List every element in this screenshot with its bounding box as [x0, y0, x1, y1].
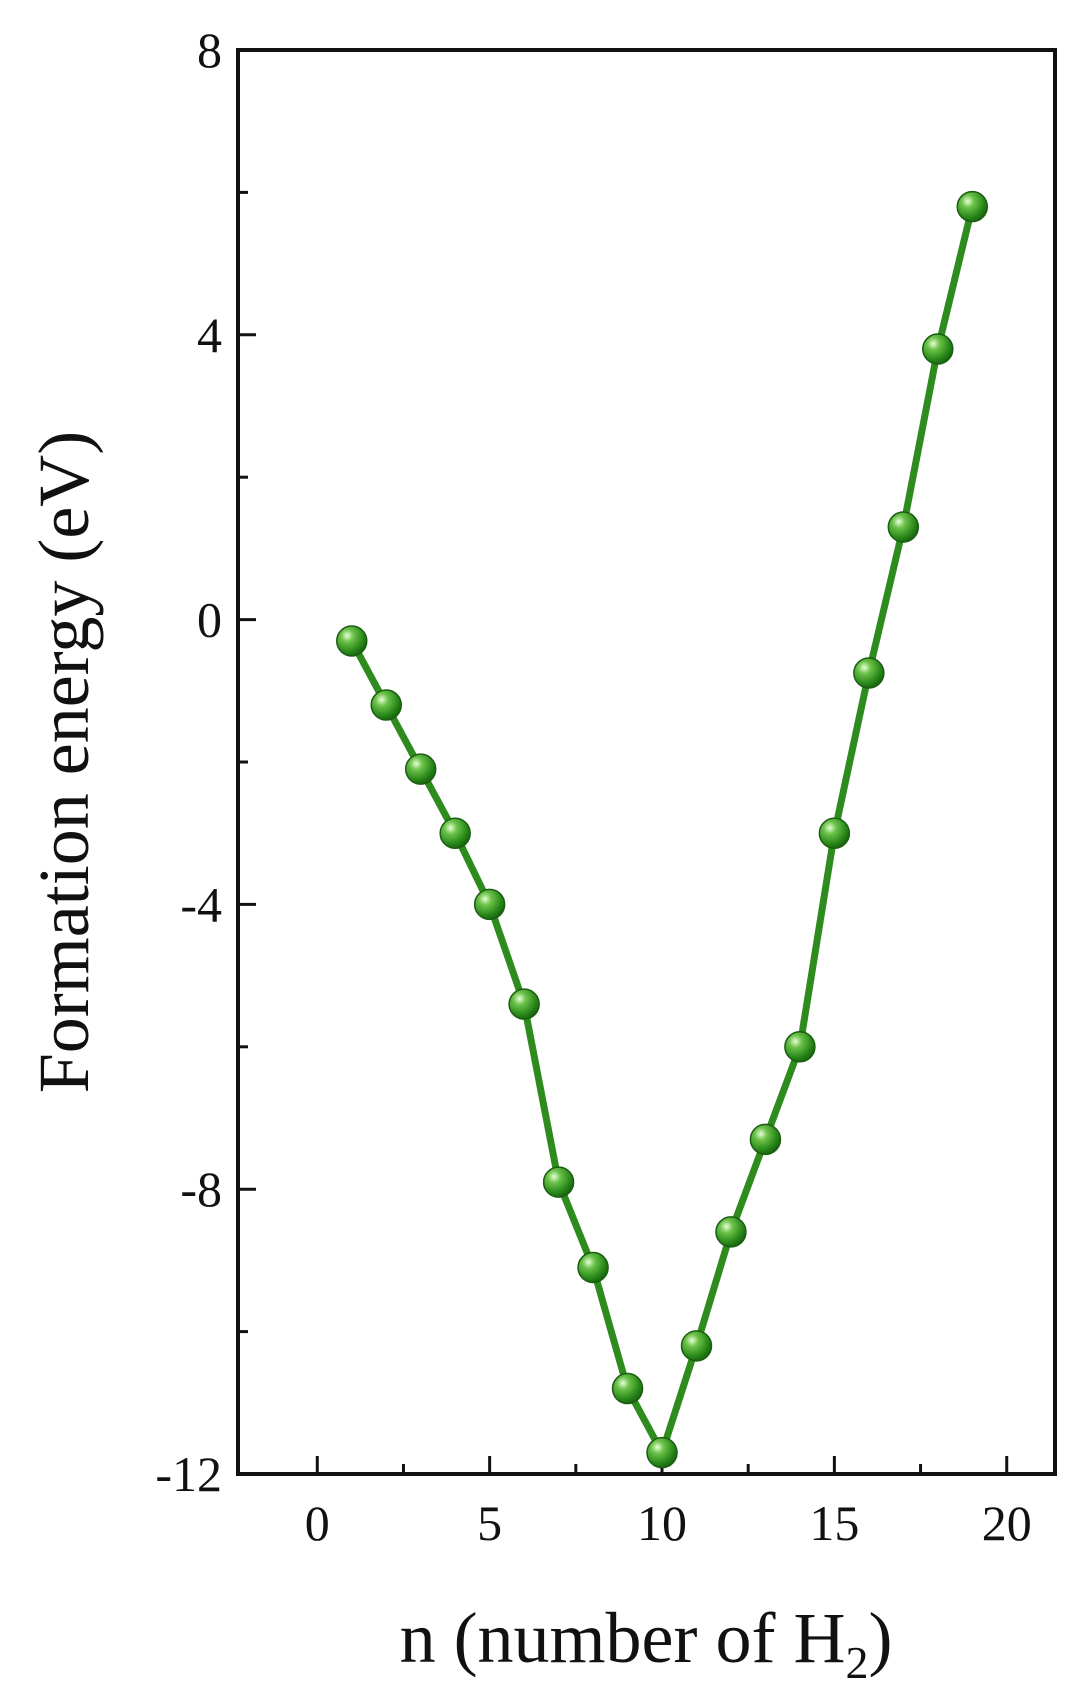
y-tick-label: 4	[197, 307, 222, 363]
data-point	[473, 888, 506, 921]
data-point	[818, 817, 851, 849]
y-axis-tick-labels: -12 -8 -4 0 4 8	[155, 22, 222, 1502]
y-tick-label: -4	[180, 876, 222, 932]
x-tick-label: 10	[637, 1495, 687, 1551]
data-point	[370, 689, 402, 721]
data-point	[577, 1251, 609, 1284]
y-tick-label: -12	[155, 1446, 222, 1502]
data-point	[887, 511, 920, 543]
data-point	[749, 1123, 782, 1156]
data-point	[404, 753, 437, 785]
x-tick-label: 15	[809, 1495, 859, 1551]
data-point	[784, 1031, 816, 1063]
y-tick-label: 0	[197, 592, 222, 648]
data-point	[542, 1166, 575, 1198]
data-point	[336, 625, 368, 657]
formation-energy-series	[336, 190, 989, 1469]
data-point	[508, 988, 540, 1020]
y-tick-label: 8	[197, 22, 222, 78]
y-axis-title: Formation energy (eV)	[24, 431, 104, 1093]
x-tick-label: 0	[305, 1495, 330, 1551]
x-axis-title-subscript: 2	[845, 1637, 868, 1687]
y-tick-label: -8	[180, 1161, 222, 1217]
x-tick-label: 5	[477, 1495, 502, 1551]
x-axis-tick-labels: 0 5 10 15 20	[305, 1495, 1032, 1551]
data-point	[439, 817, 471, 849]
data-point	[680, 1330, 713, 1362]
data-point	[715, 1216, 747, 1248]
x-tick-label: 20	[982, 1495, 1032, 1551]
data-point	[853, 657, 885, 689]
data-point	[956, 190, 989, 223]
y-axis-ticks	[238, 48, 256, 1476]
x-axis-title-suffix: )	[868, 1598, 892, 1678]
data-point	[922, 333, 954, 365]
plot-frame	[236, 48, 1057, 1476]
x-axis-title: n (number of H2)	[400, 1598, 893, 1687]
data-point	[611, 1372, 644, 1405]
data-point	[646, 1436, 678, 1469]
x-axis-title-main: n (number of H	[400, 1598, 846, 1678]
